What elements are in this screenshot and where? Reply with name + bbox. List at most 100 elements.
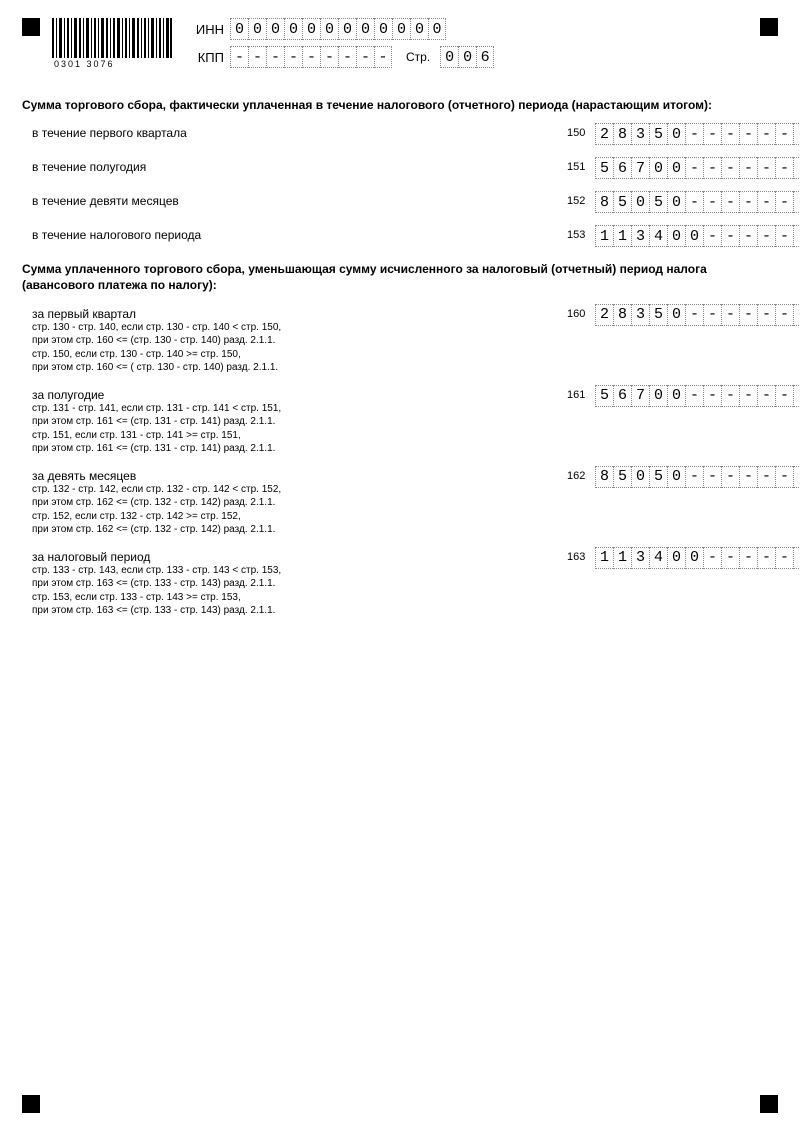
cell: - [685, 385, 703, 407]
form-line: в течение первого квартала15028350------… [22, 123, 778, 147]
line-cells: 113400------ [595, 225, 800, 247]
line-label: в течение полугодия [22, 157, 567, 174]
cell: 3 [631, 123, 649, 145]
cell: - [739, 225, 757, 247]
line-subtext: стр. 152, если стр. 132 - стр. 142 >= ст… [32, 511, 567, 524]
kpp-cells: --------- [230, 46, 392, 68]
line-label: в течение первого квартала [22, 123, 567, 140]
line-label: за первый кварталстр. 130 - стр. 140, ес… [22, 304, 567, 375]
cell: 2 [595, 123, 613, 145]
form-line: за полугодиестр. 131 - стр. 141, если ст… [22, 385, 778, 456]
line-cells: 85050------- [595, 191, 800, 213]
cell: - [721, 191, 739, 213]
cell: 0 [667, 466, 685, 488]
line-subtext: при этом стр. 161 <= (стр. 131 - стр. 14… [32, 443, 567, 456]
cell: 0 [649, 157, 667, 179]
line-code: 151 [567, 157, 595, 173]
cell: - [793, 547, 800, 569]
cell: 6 [613, 385, 631, 407]
cell: 8 [613, 304, 631, 326]
cell: - [793, 157, 800, 179]
cell: - [775, 225, 793, 247]
corner-marker-bl [22, 1095, 40, 1113]
cell: 0 [667, 123, 685, 145]
cell: - [320, 46, 338, 68]
cell: 0 [356, 18, 374, 40]
section2-rows: за первый кварталстр. 130 - стр. 140, ес… [22, 304, 778, 618]
page-label: Стр. [406, 50, 430, 64]
section1-rows: в течение первого квартала15028350------… [22, 123, 778, 249]
line-subtext: стр. 132 - стр. 142, если стр. 132 - стр… [32, 484, 567, 497]
cell: - [703, 547, 721, 569]
line-label: в течение налогового периода [22, 225, 567, 242]
line-code: 163 [567, 547, 595, 563]
line-subtext: при этом стр. 161 <= (стр. 131 - стр. 14… [32, 416, 567, 429]
cell: - [739, 385, 757, 407]
line-cells: 28350------- [595, 123, 800, 145]
cell: - [793, 466, 800, 488]
cell: 5 [613, 191, 631, 213]
cell: - [793, 304, 800, 326]
cell: - [703, 385, 721, 407]
cell: 0 [649, 385, 667, 407]
cell: - [703, 191, 721, 213]
cell: - [374, 46, 392, 68]
cell: - [793, 385, 800, 407]
cell: 0 [284, 18, 302, 40]
line-code: 160 [567, 304, 595, 320]
cell: - [775, 385, 793, 407]
page-cells: 006 [440, 46, 494, 68]
cell: - [266, 46, 284, 68]
cell: - [775, 157, 793, 179]
cell: 8 [595, 191, 613, 213]
cell: - [793, 123, 800, 145]
cell: 0 [667, 157, 685, 179]
cell: - [757, 157, 775, 179]
cell: 0 [392, 18, 410, 40]
cell: 5 [613, 466, 631, 488]
cell: 5 [649, 123, 667, 145]
cell: - [685, 123, 703, 145]
cell: 0 [667, 304, 685, 326]
cell: - [685, 304, 703, 326]
form-line: в течение полугодия15156700------- [22, 157, 778, 181]
inn-cells: 000000000000 [230, 18, 446, 40]
cell: - [775, 547, 793, 569]
cell: - [338, 46, 356, 68]
cell: - [703, 304, 721, 326]
cell: - [757, 547, 775, 569]
cell: - [757, 385, 775, 407]
line-subtext: при этом стр. 163 <= (стр. 133 - стр. 14… [32, 578, 567, 591]
line-subtext: стр. 153, если стр. 133 - стр. 143 >= ст… [32, 592, 567, 605]
cell: 3 [631, 304, 649, 326]
cell: - [757, 225, 775, 247]
cell: - [739, 547, 757, 569]
line-subtext: при этом стр. 160 <= (стр. 130 - стр. 14… [32, 335, 567, 348]
cell: - [721, 157, 739, 179]
line-label: в течение девяти месяцев [22, 191, 567, 208]
line-code: 150 [567, 123, 595, 139]
cell: - [248, 46, 266, 68]
cell: 1 [613, 547, 631, 569]
cell: - [775, 123, 793, 145]
corner-marker-tl [22, 18, 40, 36]
form-line: за девять месяцевстр. 132 - стр. 142, ес… [22, 466, 778, 537]
cell: - [230, 46, 248, 68]
cell: - [739, 191, 757, 213]
cell: - [739, 466, 757, 488]
corner-marker-br [760, 1095, 778, 1113]
cell: 0 [266, 18, 284, 40]
cell: - [721, 385, 739, 407]
form-line: в течение налогового периода153113400---… [22, 225, 778, 249]
cell: 0 [685, 547, 703, 569]
cell: 0 [440, 46, 458, 68]
line-code: 153 [567, 225, 595, 241]
cell: 4 [649, 225, 667, 247]
corner-marker-tr [760, 18, 778, 36]
cell: 0 [667, 191, 685, 213]
line-label: за полугодиестр. 131 - стр. 141, если ст… [22, 385, 567, 456]
cell: 3 [631, 225, 649, 247]
cell: - [284, 46, 302, 68]
line-label: за налоговый периодстр. 133 - стр. 143, … [22, 547, 567, 618]
cell: - [775, 466, 793, 488]
